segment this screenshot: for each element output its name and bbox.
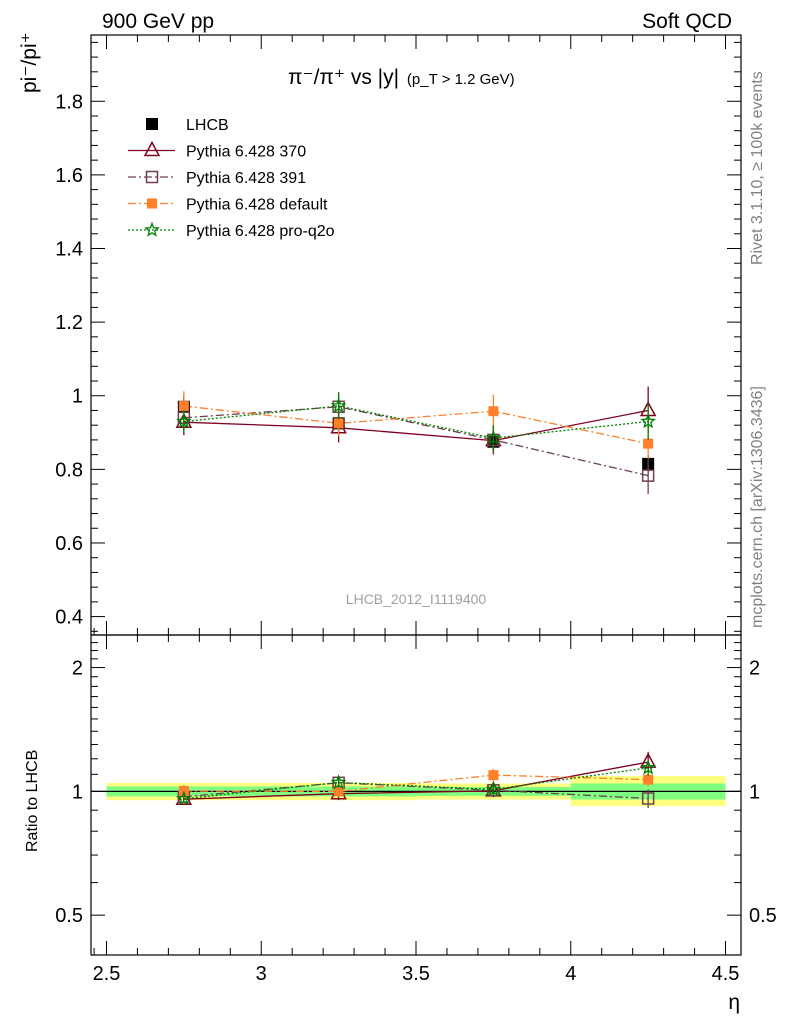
- ratio-point-proq2o: [485, 781, 502, 797]
- chart-title-main: π⁻/π⁺ vs |y|: [288, 66, 399, 89]
- legend-label-p370: Pythia 6.428 370: [186, 144, 306, 161]
- data-point-default: [643, 438, 654, 449]
- data-point-proq2o: [640, 413, 656, 429]
- y-tick-label: 1.6: [55, 165, 83, 187]
- ratio-point-proq2o: [640, 759, 656, 775]
- ratio-y-tick-label-left: 2: [72, 658, 83, 680]
- ratio-y-tick-label-right: 1: [749, 781, 760, 803]
- ratio-line-p391: [183, 782, 649, 800]
- ratio-point-p370: [175, 789, 193, 805]
- chart-title-sub: (p_T > 1.2 GeV): [407, 71, 515, 88]
- legend-marker-p391: [145, 170, 159, 184]
- ratio-point-proq2o: [175, 790, 192, 806]
- y-tick-label: 1.8: [55, 91, 83, 113]
- ratio-point-default: [488, 770, 499, 781]
- ratio-y-axis-label: Ratio to LHCB: [24, 750, 41, 852]
- ratio-point-default: [333, 786, 344, 797]
- y-tick-label: 1: [72, 386, 83, 408]
- y-tick-label: 1.2: [55, 312, 83, 334]
- data-point-proq2o: [485, 429, 502, 445]
- data-point-default: [333, 418, 344, 429]
- x-tick-label: 3: [256, 963, 267, 985]
- series-line-p370: [183, 409, 649, 442]
- ratio-panel: 0.5 0.5 1 1 2 2 2.5 3 3.5 4 4.5 Ratio to LHCB η: [24, 634, 777, 1014]
- legend-marker-proq2o: [144, 221, 160, 237]
- data-point-p391: [641, 469, 655, 482]
- legend-label-data: LHCB: [186, 117, 229, 134]
- data-point-proq2o: [176, 413, 192, 429]
- x-axis-label: η: [728, 991, 740, 1014]
- ratio-point-p391: [641, 792, 655, 805]
- header-category-label: Soft QCD: [642, 10, 732, 33]
- legend-label-default: Pythia 6.428 default: [186, 197, 328, 214]
- ratio-point-default: [643, 774, 654, 785]
- x-tick-label: 3.5: [402, 963, 430, 985]
- chart-title: π⁻/π⁺ vs |y| (p_T > 1.2 GeV): [288, 66, 515, 89]
- y-tick-label: 0.8: [55, 459, 83, 481]
- rivet-version-label: Rivet 3.1.10, ≥ 100k events: [749, 71, 766, 265]
- x-tick-label: 4.5: [712, 963, 740, 985]
- ratio-y-tick-label-left: 1: [72, 781, 83, 803]
- legend-label-proq2o: Pythia 6.428 pro-q2o: [186, 223, 335, 240]
- ratio-y-tick-label-left: 0.5: [55, 905, 83, 927]
- series-line-p391: [183, 406, 649, 477]
- mcplots-source-label: mcplots.cern.ch [arXiv:1306.3436]: [749, 386, 766, 628]
- ratio-line-proq2o: [183, 767, 649, 800]
- series-line-default: [183, 405, 649, 445]
- ratio-line-default: [183, 774, 649, 793]
- legend-marker-data: [146, 118, 158, 130]
- y-tick-label: 1.4: [55, 238, 83, 260]
- data-point-default: [488, 406, 499, 417]
- ratio-point-proq2o: [330, 774, 347, 790]
- x-tick-label: 4: [565, 963, 576, 985]
- main-panel: 0.4 0.6 0.8 1 1.2 1.4 1.6 1.8 π⁻/π⁺ vs |y| (p_T…: [18, 32, 742, 636]
- legend-marker-default: [147, 198, 157, 209]
- x-tick-label: 2.5: [93, 963, 121, 985]
- legend: LHCB Pythia 6.428 370 Pythia 6.428 391 Pyth…: [128, 117, 335, 240]
- main-y-axis-label: pi⁻/pi⁺: [18, 32, 41, 93]
- y-tick-label: 0.6: [55, 533, 83, 555]
- data-point-proq2o: [330, 397, 347, 413]
- legend-marker-p370: [143, 140, 161, 157]
- analysis-id-label: LHCB_2012_I1119400: [346, 591, 487, 607]
- ratio-y-tick-label-right: 0.5: [749, 905, 777, 927]
- ratio-line-p370: [183, 761, 649, 800]
- data-point-default: [178, 401, 189, 412]
- y-tick-label: 0.4: [55, 607, 83, 629]
- ratio-y-tick-label-right: 2: [749, 658, 760, 680]
- header-energy-label: 900 GeV pp: [102, 10, 214, 33]
- legend-label-p391: Pythia 6.428 391: [186, 170, 306, 187]
- series-line-proq2o: [183, 405, 649, 439]
